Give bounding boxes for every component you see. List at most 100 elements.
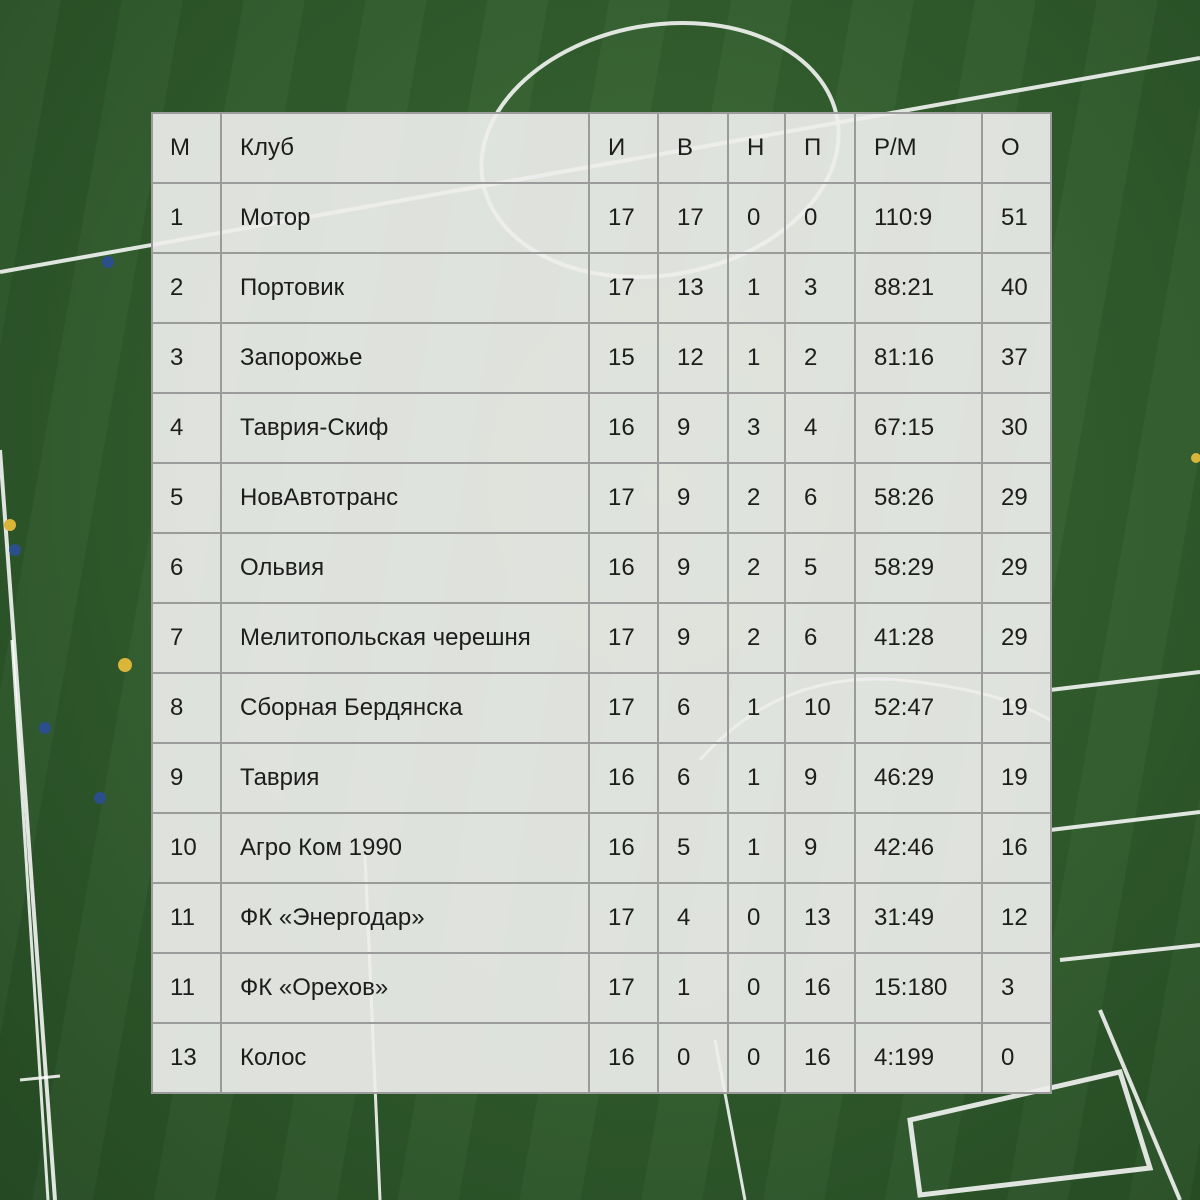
- cell-lost: 6: [784, 462, 856, 534]
- cell-club: Сборная Бердянска: [220, 672, 590, 744]
- cell-club: Колос: [220, 1022, 590, 1094]
- cell-drawn: 0: [727, 1022, 786, 1094]
- cell-goals: 42:46: [854, 812, 983, 884]
- table-row: 11 ФК «Энергодар» 17 4 0 13 31:49 12: [151, 882, 1052, 954]
- cell-won: 6: [657, 742, 729, 814]
- cell-goals: 67:15: [854, 392, 983, 464]
- cell-position: 2: [151, 252, 222, 324]
- table-row: 13 Колос 16 0 0 16 4:199 0: [151, 1022, 1052, 1094]
- header-club: Клуб: [220, 112, 590, 184]
- cell-points: 29: [981, 532, 1052, 604]
- cell-lost: 9: [784, 742, 856, 814]
- header-points: О: [981, 112, 1052, 184]
- cell-won: 0: [657, 1022, 729, 1094]
- standings-body: М Клуб И В Н П Р/М О 1 Мотор 17 17 0 0 110:9 51 2 Портови…: [151, 112, 1052, 1094]
- cell-drawn: 1: [727, 672, 786, 744]
- cell-goals: 52:47: [854, 672, 983, 744]
- cell-points: 37: [981, 322, 1052, 394]
- cell-points: 16: [981, 812, 1052, 884]
- cell-won: 6: [657, 672, 729, 744]
- cell-drawn: 0: [727, 882, 786, 954]
- cell-position: 8: [151, 672, 222, 744]
- cell-lost: 2: [784, 322, 856, 394]
- cell-points: 51: [981, 182, 1052, 254]
- header-position: М: [151, 112, 222, 184]
- cell-position: 5: [151, 462, 222, 534]
- cell-won: 5: [657, 812, 729, 884]
- cell-goals: 81:16: [854, 322, 983, 394]
- table-row: 9 Таврия 16 6 1 9 46:29 19: [151, 742, 1052, 814]
- cell-points: 0: [981, 1022, 1052, 1094]
- cell-played: 17: [588, 952, 659, 1024]
- cell-drawn: 0: [727, 952, 786, 1024]
- cell-goals: 41:28: [854, 602, 983, 674]
- table-row: 3 Запорожье 15 12 1 2 81:16 37: [151, 322, 1052, 394]
- cell-lost: 3: [784, 252, 856, 324]
- cell-drawn: 2: [727, 462, 786, 534]
- cell-won: 12: [657, 322, 729, 394]
- cell-won: 9: [657, 392, 729, 464]
- cell-position: 9: [151, 742, 222, 814]
- cell-points: 3: [981, 952, 1052, 1024]
- cell-played: 17: [588, 182, 659, 254]
- header-lost: П: [784, 112, 856, 184]
- cell-played: 16: [588, 532, 659, 604]
- cell-drawn: 1: [727, 742, 786, 814]
- header-drawn: Н: [727, 112, 786, 184]
- cell-lost: 5: [784, 532, 856, 604]
- cell-club: Портовик: [220, 252, 590, 324]
- cell-drawn: 1: [727, 812, 786, 884]
- cell-played: 17: [588, 882, 659, 954]
- cell-points: 12: [981, 882, 1052, 954]
- players: [4, 256, 1200, 804]
- cell-goals: 88:21: [854, 252, 983, 324]
- header-played: И: [588, 112, 659, 184]
- cell-points: 40: [981, 252, 1052, 324]
- cell-won: 9: [657, 602, 729, 674]
- cell-points: 30: [981, 392, 1052, 464]
- cell-won: 17: [657, 182, 729, 254]
- cell-played: 16: [588, 812, 659, 884]
- cell-won: 4: [657, 882, 729, 954]
- cell-club: ФК «Энергодар»: [220, 882, 590, 954]
- cell-club: ФК «Орехов»: [220, 952, 590, 1024]
- cell-won: 9: [657, 532, 729, 604]
- cell-position: 11: [151, 882, 222, 954]
- table-row: 6 Ольвия 16 9 2 5 58:29 29: [151, 532, 1052, 604]
- cell-played: 16: [588, 1022, 659, 1094]
- table-row: 8 Сборная Бердянска 17 6 1 10 52:47 19: [151, 672, 1052, 744]
- cell-goals: 110:9: [854, 182, 983, 254]
- cell-position: 4: [151, 392, 222, 464]
- cell-played: 17: [588, 602, 659, 674]
- cell-goals: 4:199: [854, 1022, 983, 1094]
- cell-lost: 9: [784, 812, 856, 884]
- cell-played: 17: [588, 672, 659, 744]
- cell-club: НовАвтотранс: [220, 462, 590, 534]
- cell-club: Ольвия: [220, 532, 590, 604]
- cell-goals: 58:29: [854, 532, 983, 604]
- cell-lost: 6: [784, 602, 856, 674]
- cell-club: Агро Ком 1990: [220, 812, 590, 884]
- cell-position: 6: [151, 532, 222, 604]
- cell-points: 19: [981, 672, 1052, 744]
- cell-drawn: 3: [727, 392, 786, 464]
- cell-points: 19: [981, 742, 1052, 814]
- cell-played: 15: [588, 322, 659, 394]
- table-row: 4 Таврия-Скиф 16 9 3 4 67:15 30: [151, 392, 1052, 464]
- header-won: В: [657, 112, 729, 184]
- cell-club: Таврия: [220, 742, 590, 814]
- cell-drawn: 1: [727, 322, 786, 394]
- cell-goals: 31:49: [854, 882, 983, 954]
- cell-points: 29: [981, 462, 1052, 534]
- table-row: 7 Мелитопольская черешня 17 9 2 6 41:28 29: [151, 602, 1052, 674]
- cell-goals: 46:29: [854, 742, 983, 814]
- cell-drawn: 2: [727, 602, 786, 674]
- left-touchline: [0, 449, 57, 1200]
- table-row: 1 Мотор 17 17 0 0 110:9 51: [151, 182, 1052, 254]
- cell-played: 16: [588, 392, 659, 464]
- cell-club: Мотор: [220, 182, 590, 254]
- header-goals: Р/М: [854, 112, 983, 184]
- cell-won: 1: [657, 952, 729, 1024]
- cell-drawn: 2: [727, 532, 786, 604]
- cell-played: 17: [588, 252, 659, 324]
